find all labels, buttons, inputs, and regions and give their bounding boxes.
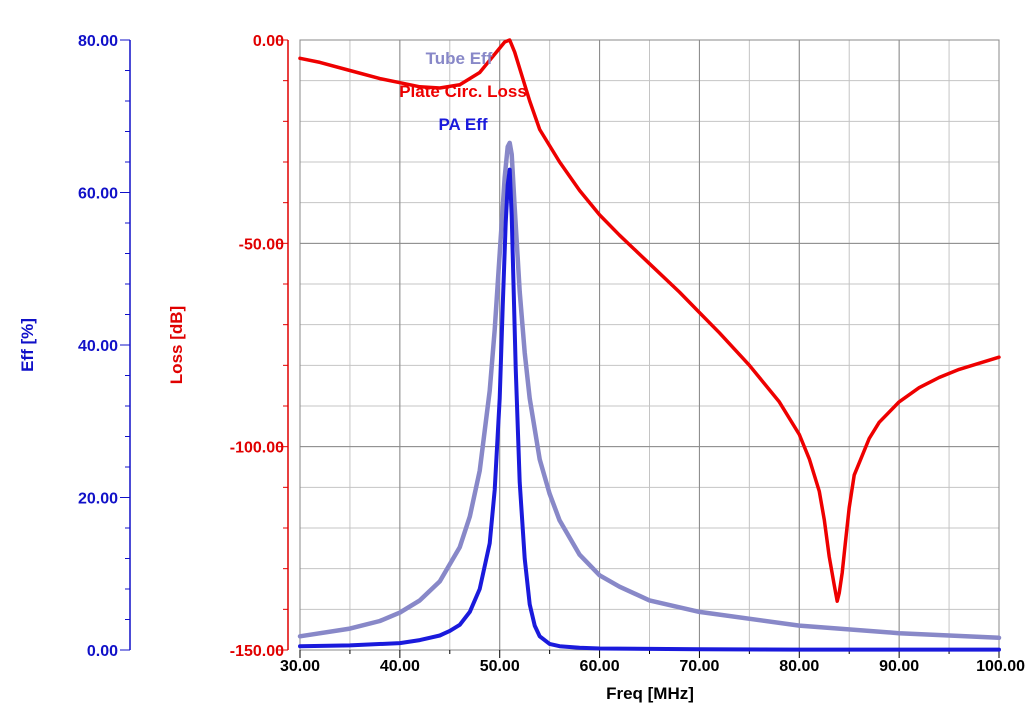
x-tick-label: 70.00 — [679, 658, 719, 675]
legend-label: PA Eff — [438, 115, 487, 134]
x-tick-label: 50.00 — [480, 658, 520, 675]
series-pa-eff — [298, 167, 1001, 652]
x-tick-label: 60.00 — [580, 658, 620, 675]
legend-label: Tube Eff — [426, 49, 493, 68]
right-tick-label: 0.00 — [253, 33, 284, 50]
right-tick-label: -100.00 — [230, 440, 284, 457]
legend-label: Plate Circ. Loss — [399, 82, 527, 101]
x-axis-title: Freq [MHz] — [606, 684, 694, 703]
left-tick-label: 40.00 — [78, 338, 118, 355]
x-axis: 30.00 40.00 50.00 60.00 70.00 80.00 90.00 100.0… — [280, 650, 1025, 703]
x-tick-label: 40.00 — [380, 658, 420, 675]
series-tube-eff — [297, 140, 1002, 641]
right-tick-label: -50.00 — [239, 236, 284, 253]
right-axis-title: Loss [dB] — [167, 306, 186, 384]
grid — [299, 39, 1000, 651]
left-tick-label: 20.00 — [78, 491, 118, 508]
left-tick-label: 60.00 — [78, 186, 118, 203]
legend: Tube Eff Plate Circ. Loss PA Eff — [399, 49, 527, 134]
x-tick-label: 100.00 — [976, 658, 1025, 675]
left-axis: 0.00 20.00 40.00 60.00 80.00 Eff [%] — [18, 33, 131, 660]
x-tick-label: 30.00 — [280, 658, 320, 675]
x-tick-label: 90.00 — [879, 658, 919, 675]
x-tick-label: 80.00 — [779, 658, 819, 675]
series-layer — [297, 38, 1002, 652]
series-plate-circ-loss — [298, 38, 1001, 603]
right-tick-label: -150.00 — [230, 643, 284, 660]
left-axis-title: Eff [%] — [18, 318, 37, 372]
left-tick-label: 80.00 — [78, 33, 118, 50]
left-tick-label: 0.00 — [87, 643, 118, 660]
right-axis: -150.00 -100.00 -50.00 0.00 Loss [dB] — [167, 33, 289, 660]
